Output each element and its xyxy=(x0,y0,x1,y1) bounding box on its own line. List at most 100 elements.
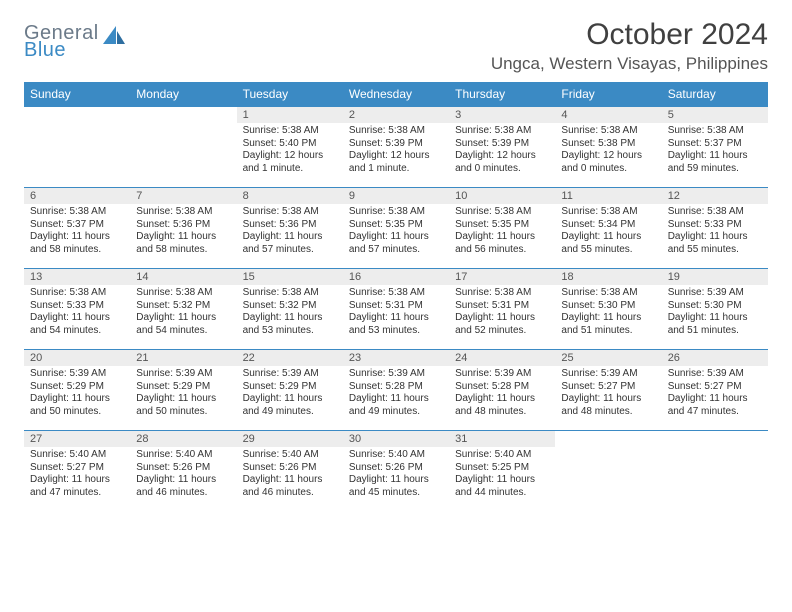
sunset-text: Sunset: 5:37 PM xyxy=(30,219,124,232)
sunset-text: Sunset: 5:40 PM xyxy=(243,138,337,151)
sunrise-text: Sunrise: 5:40 AM xyxy=(455,449,549,462)
day-detail-cell: Sunrise: 5:38 AMSunset: 5:36 PMDaylight:… xyxy=(130,204,236,269)
day-detail-cell: Sunrise: 5:40 AMSunset: 5:25 PMDaylight:… xyxy=(449,447,555,511)
daylight-text: Daylight: 11 hours and 56 minutes. xyxy=(455,231,549,256)
day-number-cell xyxy=(555,431,661,448)
day-number: 27 xyxy=(30,433,42,445)
day-number: 14 xyxy=(136,271,148,283)
day-number: 2 xyxy=(349,109,355,121)
day-number-row: 12345 xyxy=(24,107,768,124)
day-number: 18 xyxy=(561,271,573,283)
sunset-text: Sunset: 5:32 PM xyxy=(243,300,337,313)
sunrise-text: Sunrise: 5:39 AM xyxy=(243,368,337,381)
day-detail-row: Sunrise: 5:38 AM Sunset: 5:37 PM Daylight:… xyxy=(24,204,768,269)
day-detail-row: Sunrise: 5:39 AMSunset: 5:29 PMDaylight:… xyxy=(24,366,768,431)
day-number: 20 xyxy=(30,352,42,364)
daylight-text: Daylight: 11 hours and 50 minutes. xyxy=(30,393,124,418)
sunset-text: Sunset: 5:33 PM xyxy=(668,219,762,232)
daylight-text: Daylight: 11 hours and 58 minutes. xyxy=(136,231,230,256)
sunset-text: Sunset: 5:30 PM xyxy=(668,300,762,313)
day-number-cell: 13 xyxy=(24,269,130,286)
day-number: 12 xyxy=(668,190,680,202)
day-number-cell: 18 xyxy=(555,269,661,286)
day-detail-cell: Sunrise: 5:40 AMSunset: 5:26 PMDaylight:… xyxy=(237,447,343,511)
day-number-cell: 9 xyxy=(343,188,449,205)
day-number: 21 xyxy=(136,352,148,364)
day-number: 3 xyxy=(455,109,461,121)
day-number-cell: 23 xyxy=(343,350,449,367)
day-number: 7 xyxy=(136,190,142,202)
sunset-text: Sunset: 5:38 PM xyxy=(561,138,655,151)
sunrise-text: Sunrise: 5:39 AM xyxy=(561,368,655,381)
sunrise-text: Sunrise: 5:40 AM xyxy=(349,449,443,462)
day-number-cell: 19 xyxy=(662,269,768,286)
daylight-text: Daylight: 11 hours and 46 minutes. xyxy=(136,474,230,499)
day-number-cell: 27 xyxy=(24,431,130,448)
day-detail-cell: Sunrise: 5:39 AMSunset: 5:28 PMDaylight:… xyxy=(449,366,555,431)
day-detail-cell: Sunrise: 5:39 AMSunset: 5:29 PMDaylight:… xyxy=(130,366,236,431)
day-detail-cell: Sunrise: 5:38 AMSunset: 5:31 PMDaylight:… xyxy=(449,285,555,350)
day-number: 25 xyxy=(561,352,573,364)
sunrise-text: Sunrise: 5:38 AM xyxy=(349,206,443,219)
sunrise-text: Sunrise: 5:38 AM xyxy=(243,287,337,300)
day-number: 9 xyxy=(349,190,355,202)
daylight-text: Daylight: 12 hours and 1 minute. xyxy=(349,150,443,175)
header: General Blue October 2024 Ungca, Western… xyxy=(24,18,768,74)
sunrise-text: Sunrise: 5:38 AM xyxy=(30,287,124,300)
sunset-text: Sunset: 5:35 PM xyxy=(349,219,443,232)
weekday-header: Monday xyxy=(130,82,236,107)
day-number-cell: 16 xyxy=(343,269,449,286)
day-number: 8 xyxy=(243,190,249,202)
sunrise-text: Sunrise: 5:40 AM xyxy=(136,449,230,462)
day-detail-cell: Sunrise: 5:39 AMSunset: 5:28 PMDaylight:… xyxy=(343,366,449,431)
day-number-cell: 7 xyxy=(130,188,236,205)
sunset-text: Sunset: 5:25 PM xyxy=(455,462,549,475)
sunrise-text: Sunrise: 5:40 AM xyxy=(243,449,337,462)
day-number: 24 xyxy=(455,352,467,364)
daylight-text: Daylight: 11 hours and 46 minutes. xyxy=(243,474,337,499)
weekday-header: Friday xyxy=(555,82,661,107)
day-detail-cell xyxy=(24,123,130,188)
day-number: 29 xyxy=(243,433,255,445)
calendar-table: Sunday Monday Tuesday Wednesday Thursday… xyxy=(24,82,768,511)
day-number-row: 13141516171819 xyxy=(24,269,768,286)
sunset-text: Sunset: 5:35 PM xyxy=(455,219,549,232)
day-number-cell: 12 xyxy=(662,188,768,205)
day-detail-cell: Sunrise: 5:39 AMSunset: 5:27 PMDaylight:… xyxy=(662,366,768,431)
day-detail-cell: Sunrise: 5:40 AMSunset: 5:26 PMDaylight:… xyxy=(130,447,236,511)
day-detail-cell: Sunrise: 5:39 AMSunset: 5:30 PMDaylight:… xyxy=(662,285,768,350)
day-number: 6 xyxy=(30,190,36,202)
sunrise-text: Sunrise: 5:38 AM xyxy=(243,206,337,219)
day-number: 13 xyxy=(30,271,42,283)
daylight-text: Daylight: 11 hours and 52 minutes. xyxy=(455,312,549,337)
day-number-cell: 3 xyxy=(449,107,555,124)
day-detail-cell: Sunrise: 5:38 AMSunset: 5:39 PMDaylight:… xyxy=(343,123,449,188)
day-detail-cell: Sunrise: 5:40 AMSunset: 5:27 PMDaylight:… xyxy=(24,447,130,511)
day-detail-cell xyxy=(662,447,768,511)
day-number-cell: 29 xyxy=(237,431,343,448)
sunset-text: Sunset: 5:28 PM xyxy=(349,381,443,394)
sunrise-text: Sunrise: 5:40 AM xyxy=(30,449,124,462)
day-number-cell: 31 xyxy=(449,431,555,448)
day-number: 26 xyxy=(668,352,680,364)
day-number: 16 xyxy=(349,271,361,283)
sunrise-text: Sunrise: 5:39 AM xyxy=(668,368,762,381)
sunset-text: Sunset: 5:29 PM xyxy=(243,381,337,394)
sunset-text: Sunset: 5:31 PM xyxy=(349,300,443,313)
day-detail-cell: Sunrise: 5:38 AMSunset: 5:38 PMDaylight:… xyxy=(555,123,661,188)
day-detail-cell: Sunrise: 5:38 AMSunset: 5:37 PMDaylight:… xyxy=(24,204,130,269)
daylight-text: Daylight: 11 hours and 57 minutes. xyxy=(349,231,443,256)
daylight-text: Daylight: 12 hours and 0 minutes. xyxy=(561,150,655,175)
day-number-cell: 4 xyxy=(555,107,661,124)
day-detail-cell xyxy=(555,447,661,511)
day-number-cell xyxy=(130,107,236,124)
day-number-cell: 26 xyxy=(662,350,768,367)
day-number-cell: 24 xyxy=(449,350,555,367)
weekday-header: Sunday xyxy=(24,82,130,107)
day-number: 31 xyxy=(455,433,467,445)
sunset-text: Sunset: 5:27 PM xyxy=(561,381,655,394)
daylight-text: Daylight: 11 hours and 48 minutes. xyxy=(561,393,655,418)
sunrise-text: Sunrise: 5:38 AM xyxy=(561,206,655,219)
day-number-cell xyxy=(662,431,768,448)
weekday-header: Tuesday xyxy=(237,82,343,107)
